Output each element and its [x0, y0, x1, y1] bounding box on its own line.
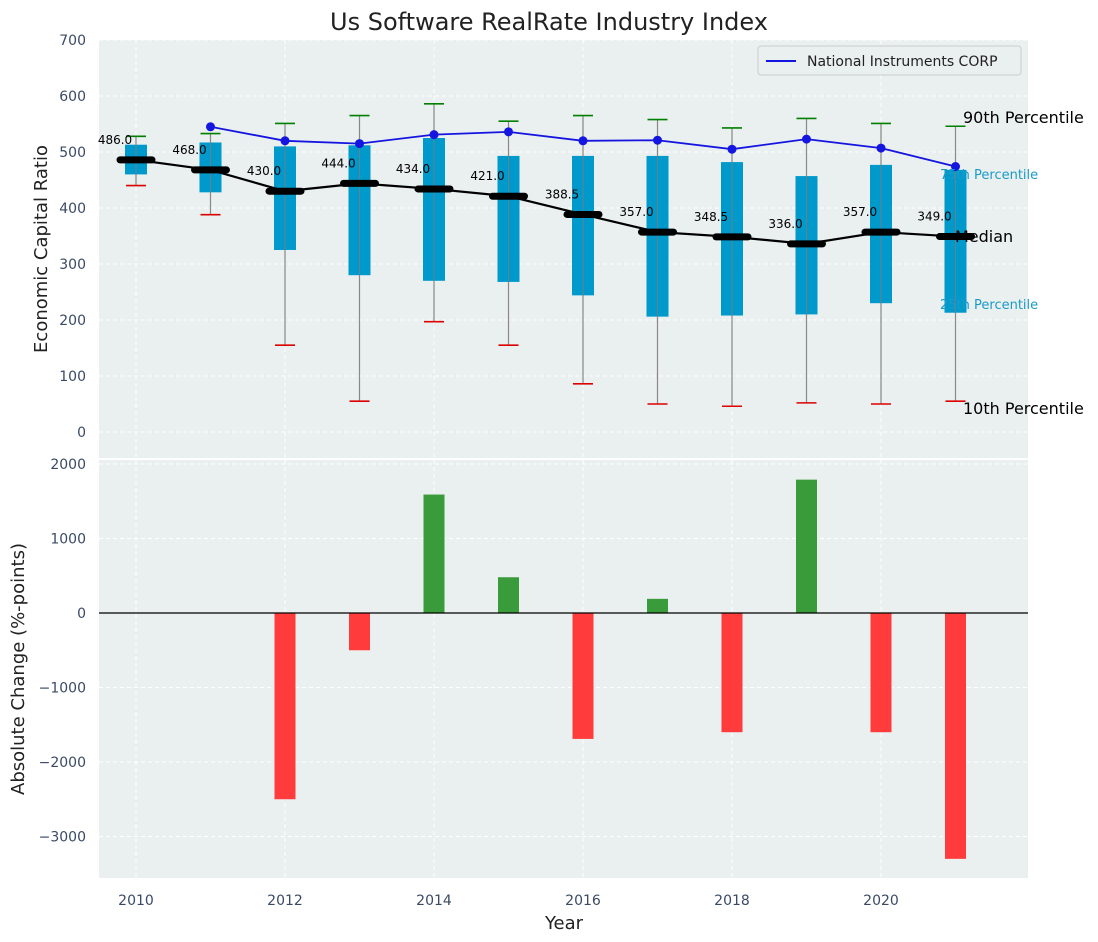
- legend-box: [757, 45, 1022, 76]
- legend-label: National Instruments CORP: [807, 54, 998, 70]
- median-value-label: 348.5: [694, 210, 728, 224]
- legend: National Instruments CORP: [757, 45, 1022, 76]
- median-line: [135, 158, 956, 245]
- change-bar-2015: [498, 577, 519, 613]
- company-point-2020: [876, 143, 886, 153]
- change-bar-2021: [945, 613, 966, 859]
- x-tick-label: 2020: [863, 893, 899, 909]
- annotation-p75: 75th Percentile: [940, 168, 1038, 183]
- x-tick-label: 2018: [714, 893, 750, 909]
- percentile-annotations: 90th Percentile 75th Percentile Median 2…: [940, 108, 1084, 418]
- annotation-p90: 90th Percentile: [963, 108, 1084, 127]
- company-point-2016: [578, 136, 588, 146]
- company-point-2019: [802, 134, 811, 144]
- company-point-2021: [951, 162, 960, 172]
- box-2012: [265, 122, 305, 347]
- median-value-label: 468.0: [172, 143, 206, 157]
- median-value-label: 349.0: [917, 210, 951, 224]
- bottom-y-tick-label: 0: [77, 606, 86, 622]
- top-panel: 0 100 200 300 400 500 600 700 486.0 468.0 430.0 44…: [31, 33, 1084, 458]
- top-y-axis-label: Economic Capital Ratio: [31, 145, 52, 353]
- change-bars: [274, 479, 966, 859]
- annotation-p25: 25th Percentile: [940, 298, 1038, 313]
- chart-title: Us Software RealRate Industry Index: [330, 8, 768, 36]
- company-point-2011: [206, 122, 215, 132]
- bottom-x-ticks: 2010 2012 2014 2016 2018 2020: [118, 893, 899, 909]
- median-value-label: 357.0: [843, 205, 877, 219]
- change-bar-2014: [423, 494, 445, 613]
- top-y-tick-label: 300: [59, 257, 86, 273]
- bottom-y-tick-label: −1000: [39, 681, 86, 697]
- x-tick-label: 2014: [416, 893, 452, 909]
- top-y-tick-label: 500: [59, 145, 86, 161]
- bottom-y-axis-label: Absolute Change (%-points): [8, 543, 29, 795]
- company-line: [206, 122, 960, 172]
- change-bar-2016: [572, 613, 594, 739]
- top-y-tick-label: 0: [77, 425, 86, 441]
- annotation-p10: 10th Percentile: [963, 399, 1084, 418]
- median-value-label: 421.0: [470, 169, 504, 183]
- top-y-tick-label: 600: [59, 89, 86, 105]
- top-y-ticks: 0 100 200 300 400 500 600 700: [59, 33, 86, 441]
- bottom-y-tick-label: −2000: [39, 755, 86, 771]
- company-point-2012: [280, 136, 290, 146]
- company-point-2017: [653, 135, 662, 145]
- median-value-label: 357.0: [619, 205, 653, 219]
- company-point-2014: [429, 130, 439, 140]
- bottom-y-tick-label: 2000: [50, 457, 86, 473]
- median-value-label: 430.0: [247, 164, 281, 178]
- bottom-y-tick-label: −3000: [39, 830, 86, 846]
- change-bar-2013: [349, 613, 370, 651]
- top-y-tick-label: 100: [59, 369, 86, 385]
- bottom-y-ticks: −3000 −2000 −1000 0 1000 2000: [39, 457, 86, 846]
- change-bar-2012: [274, 613, 296, 800]
- top-y-tick-label: 400: [59, 201, 86, 217]
- x-axis-label: Year: [544, 913, 584, 934]
- change-bar-2020: [870, 613, 892, 733]
- top-y-tick-label: 200: [59, 313, 86, 329]
- median-value-label: 336.0: [768, 217, 802, 231]
- median-value-label: 486.0: [98, 133, 132, 147]
- change-bar-2017: [647, 598, 668, 613]
- x-tick-label: 2010: [118, 893, 154, 909]
- median-labels: 486.0 468.0 430.0 444.0 434.0 421.0 388.5 357.0…: [98, 133, 952, 231]
- median-value-label: 444.0: [321, 156, 355, 170]
- bottom-y-tick-label: 1000: [50, 532, 86, 548]
- annotation-median: Median: [955, 227, 1013, 246]
- top-y-tick-label: 700: [59, 33, 86, 49]
- change-bar-2019: [796, 479, 817, 613]
- median-trend-line: [135, 158, 956, 245]
- x-tick-label: 2016: [565, 893, 601, 909]
- company-point-2018: [727, 144, 737, 154]
- x-tick-label: 2012: [267, 893, 303, 909]
- median-value-label: 388.5: [545, 187, 579, 201]
- median-value-label: 434.0: [396, 162, 430, 176]
- company-point-2015: [504, 127, 513, 137]
- top-grid: [99, 39, 1028, 458]
- company-point-2013: [355, 139, 364, 149]
- change-bar-2018: [721, 613, 743, 733]
